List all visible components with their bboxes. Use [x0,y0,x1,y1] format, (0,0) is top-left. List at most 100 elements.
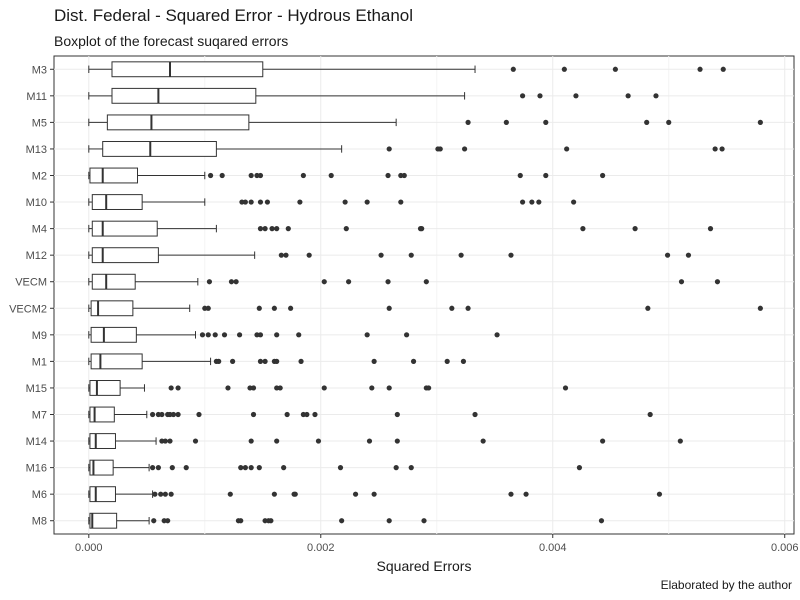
y-tick-label-vecm2: VECM2 [9,303,47,315]
outlier-point [216,358,222,364]
outlier-point [401,172,407,179]
y-tick-label-vecm: VECM [15,277,47,289]
outlier-point [537,93,543,99]
outlier-point [257,199,264,205]
outlier-point [393,465,399,471]
outlier-point [423,279,429,285]
outlier-point [508,252,514,258]
outlier-point [277,385,283,391]
y-tick-label-m10: M10 [26,197,47,209]
box-iqr [89,167,139,184]
outlier-point [225,385,231,391]
y-tick-label-m3: M3 [32,64,47,76]
outlier-point [371,491,377,497]
outlier-point [571,199,577,205]
box-vecm2 [88,300,763,317]
outlier-point [274,438,280,444]
box-iqr [89,512,118,529]
outlier-point [281,465,287,471]
outlier-point [238,465,244,471]
outlier-point [165,518,171,524]
outlier-point [257,172,264,179]
outlier-point [576,465,583,471]
x-axis: 0.000 0.002 0.004 0.006 [75,534,798,554]
outlier-point [248,438,254,444]
outlier-point [632,226,638,232]
outlier-point [600,438,606,444]
outlier-point [444,358,450,364]
outlier-point [262,226,268,232]
y-tick-label-m8: M8 [32,516,47,528]
outlier-point [394,438,400,444]
outlier-point [192,438,199,444]
outlier-point [169,465,175,471]
outlier-point [598,518,605,524]
box-iqr [89,406,115,423]
outlier-point [337,465,344,471]
outlier-point [564,146,570,152]
outlier-point [167,438,173,444]
outlier-point [419,226,425,232]
y-tick-label-m5: M5 [32,117,47,129]
outlier-point [315,438,322,444]
outlier-point [398,199,404,205]
box-iqr [91,194,143,210]
outlier-point [168,385,174,391]
outlier-point [371,358,377,364]
outlier-point [242,199,248,205]
box-m9 [88,326,500,343]
outlier-point [426,385,432,391]
outlier-point [149,465,156,471]
box-m16 [88,459,583,476]
outlier-point [306,252,312,258]
box-m13 [88,141,725,157]
y-axis: M3 M11 M5 M13 M2 M10 M4 M12 VECM VECM2 M9 M1 M15 M7 M1… [9,64,54,528]
outlier-point [461,146,468,152]
outlier-point [561,66,567,72]
outlier-point [304,411,310,418]
outlier-point [256,305,262,311]
outlier-point [170,411,177,418]
outlier-point [523,491,529,497]
box-m5 [88,114,763,131]
box-m4 [88,220,714,237]
outlier-point [757,119,763,125]
outlier-point [343,226,349,232]
outlier-point [312,411,318,418]
outlier-point [155,465,161,471]
outlier-point [257,358,264,364]
outlier-point [647,411,653,418]
outlier-point [449,305,455,311]
y-tick-label-m6: M6 [32,489,47,501]
outlier-point [352,491,359,497]
outlier-point [284,411,290,418]
outlier-point [205,305,211,311]
outlier-point [248,465,254,471]
outlier-point [296,332,302,338]
box-m1 [88,353,467,370]
outlier-point [248,172,254,179]
outlier-point [168,491,174,497]
outlier-point [271,491,277,497]
outlier-point [274,332,280,338]
outlier-point [221,332,228,338]
y-tick-label-m14: M14 [26,436,47,448]
outlier-point [269,226,275,232]
box-m10 [88,194,577,210]
y-tick-label-m16: M16 [26,463,47,475]
outlier-point [346,279,352,285]
box-iqr [102,141,217,157]
outlier-point [236,332,243,338]
outlier-point [264,199,271,205]
outlier-point [297,199,303,205]
outlier-point [364,199,370,205]
outlier-point [612,66,618,72]
outlier-point [378,252,384,258]
outlier-point [386,305,392,311]
outlier-point [644,119,650,125]
box-iqr [111,87,257,104]
outlier-point [712,146,718,152]
outlier-point [183,465,189,471]
box-iqr [89,486,116,503]
